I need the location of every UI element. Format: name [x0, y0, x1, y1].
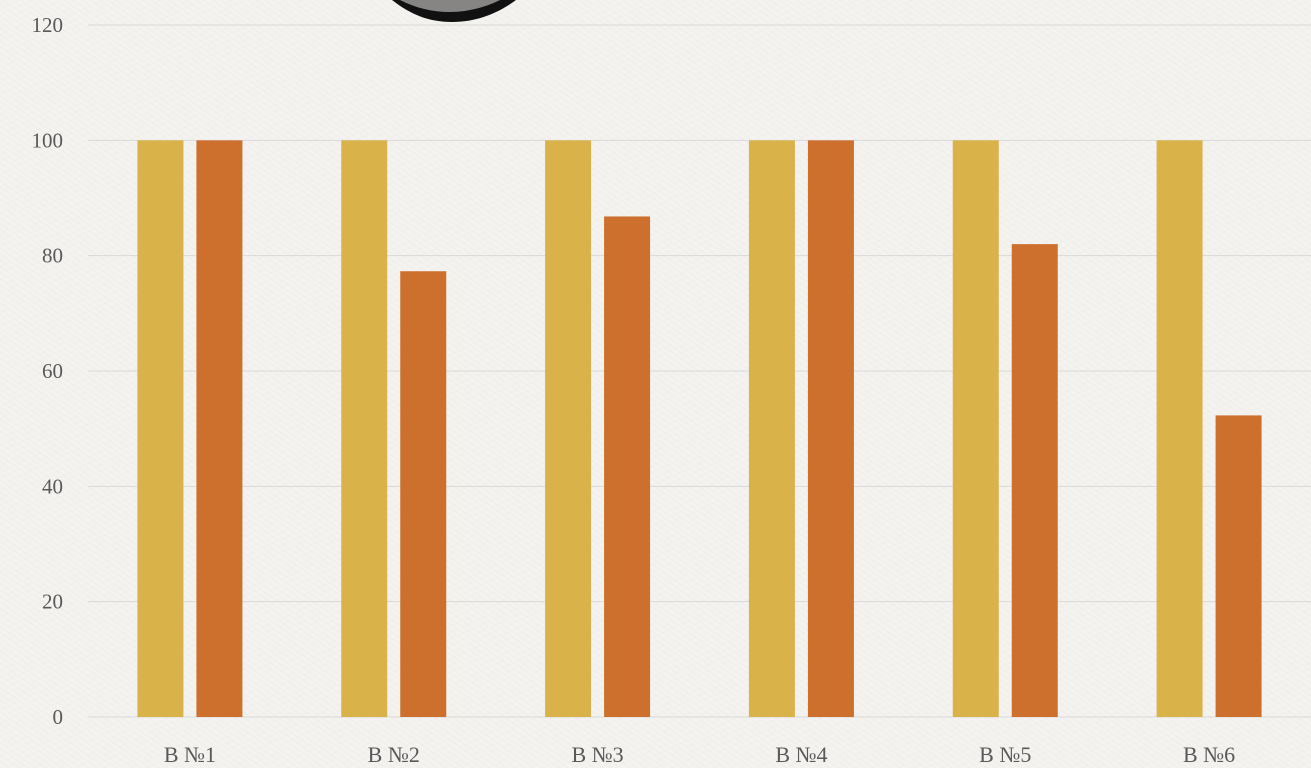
bar-series1-cat1 [137, 140, 184, 718]
y-tick-label: 100 [32, 128, 64, 152]
bar-series1-cat4 [748, 140, 795, 718]
y-tick-label: 60 [42, 359, 63, 383]
decorative-shape [392, 0, 516, 22]
bar-series2-cat3 [604, 216, 651, 717]
dark-rounded-shape-highlight [400, 0, 500, 12]
x-category-label: В №6 [1183, 742, 1235, 767]
bar-series2-cat2 [400, 271, 447, 717]
bar-series2-cat1 [196, 140, 243, 718]
x-category-label: В №4 [775, 742, 827, 767]
y-tick-label: 20 [42, 590, 63, 614]
bar-series1-cat6 [1156, 140, 1203, 718]
x-category-label: В №1 [164, 742, 216, 767]
bar-series1-cat3 [545, 140, 592, 718]
bar-series1-cat2 [341, 140, 388, 718]
bar-series2-cat4 [807, 140, 854, 718]
y-tick-label: 80 [42, 244, 63, 268]
x-category-label: В №3 [571, 742, 623, 767]
x-category-label: В №2 [368, 742, 420, 767]
y-tick-label: 0 [53, 705, 64, 729]
bar-series2-cat5 [1011, 244, 1058, 717]
bar-series2-cat6 [1215, 415, 1262, 717]
bar-series1-cat5 [952, 140, 999, 718]
y-tick-label: 40 [42, 474, 63, 498]
y-tick-label: 120 [32, 13, 64, 37]
x-category-label: В №5 [979, 742, 1031, 767]
